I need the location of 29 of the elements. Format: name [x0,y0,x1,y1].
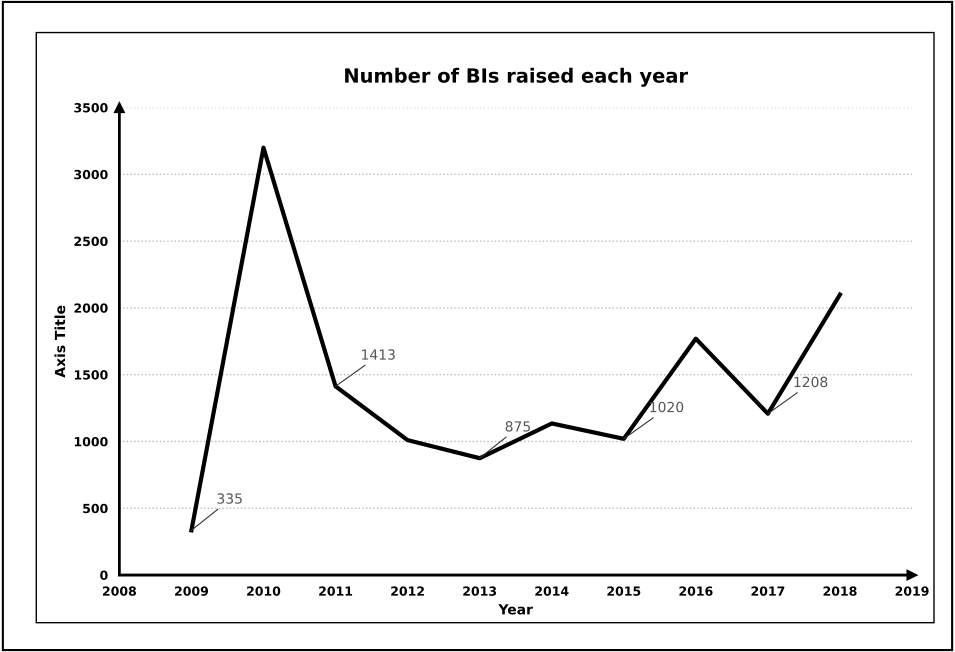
line-series [189,146,842,532]
x-tick-label: 2009 [175,586,208,596]
y-tick-label: 1000 [74,436,108,446]
data-label: 335 [217,493,242,504]
x-tick-label: 2019 [896,586,929,596]
x-tick-label: 2008 [102,586,136,596]
y-tick-label: 1500 [74,370,108,380]
x-tick-label: 2017 [752,586,784,596]
y-tick-label: 2500 [74,236,108,246]
x-tick-label: 2018 [824,586,857,596]
x-tick-label: 2015 [607,586,640,596]
y-axis-title: Axis Title [54,306,66,378]
data-label: 1208 [794,376,828,388]
y-tick-label: 2000 [74,303,108,313]
data-label: 875 [506,421,530,432]
data-label: 1020 [650,402,684,412]
y-tick-label: 500 [83,504,108,514]
data-label: 1413 [362,349,395,360]
x-tick-label: 2016 [679,586,713,596]
x-tick-label: 2011 [319,586,352,596]
chart-title: Number of BIs raised each year [345,68,688,87]
y-tick-label: 0 [100,570,108,580]
y-tick-label: 3500 [74,103,108,113]
x-tick-label: 2014 [535,586,569,596]
x-axis-title: Year [498,604,533,615]
x-tick-label: 2013 [463,586,496,596]
y-tick-label: 3000 [74,170,108,180]
x-tick-label: 2012 [391,586,424,596]
x-tick-label: 2010 [247,586,280,596]
